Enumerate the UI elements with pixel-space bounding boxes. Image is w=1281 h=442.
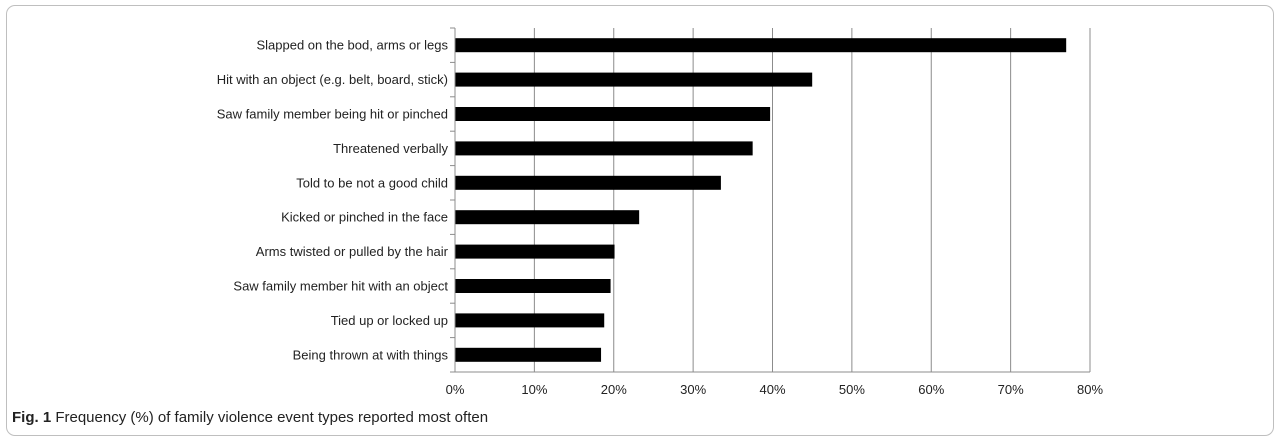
bar-chart: Slapped on the bod, arms or legs Hit with… [217, 27, 1104, 397]
category-labels: Slapped on the bod, arms or legs Hit with… [217, 38, 449, 363]
category-label: Saw family member being hit or pinched [217, 107, 448, 122]
bar [455, 107, 771, 121]
x-tick-label: 20% [601, 382, 627, 397]
category-label: Slapped on the bod, arms or legs [256, 38, 448, 53]
bar [455, 175, 721, 190]
category-label: Hit with an object (e.g. belt, board, st… [217, 72, 448, 87]
caption-label: Fig. 1 [12, 409, 52, 426]
bar [455, 72, 813, 87]
bar [455, 244, 615, 259]
bar [455, 279, 611, 293]
axes [450, 27, 1090, 373]
bar [455, 313, 605, 328]
category-label: Arms twisted or pulled by the hair [256, 244, 449, 259]
category-label: Kicked or pinched in the face [281, 210, 448, 225]
figure-caption: Fig. 1 Frequency (%) of family violence … [12, 409, 488, 426]
bar [455, 38, 1067, 53]
caption-text: Frequency (%) of family violence event t… [51, 409, 489, 426]
category-label: Being thrown at with things [293, 347, 449, 362]
x-tick-label: 70% [998, 382, 1024, 397]
category-label: Told to be not a good child [296, 175, 448, 190]
x-tick-label: 40% [759, 382, 785, 397]
bar [455, 210, 640, 225]
bars [455, 38, 1067, 362]
bar [455, 347, 602, 362]
bar [455, 141, 753, 156]
figure-frame [6, 5, 1274, 436]
x-tick-label: 80% [1077, 382, 1103, 397]
x-tick-labels: 0% 10% 20% 30% 40% 50% 60% 70% 80% [446, 382, 1104, 397]
x-tick-label: 30% [680, 382, 706, 397]
x-tick-label: 50% [839, 382, 865, 397]
x-tick-label: 10% [521, 382, 547, 397]
category-label: Tied up or locked up [331, 313, 448, 328]
x-tick-label: 0% [446, 382, 465, 397]
category-label: Saw family member hit with an object [233, 279, 448, 294]
x-tick-label: 60% [918, 382, 944, 397]
category-label: Threatened verbally [333, 141, 448, 156]
